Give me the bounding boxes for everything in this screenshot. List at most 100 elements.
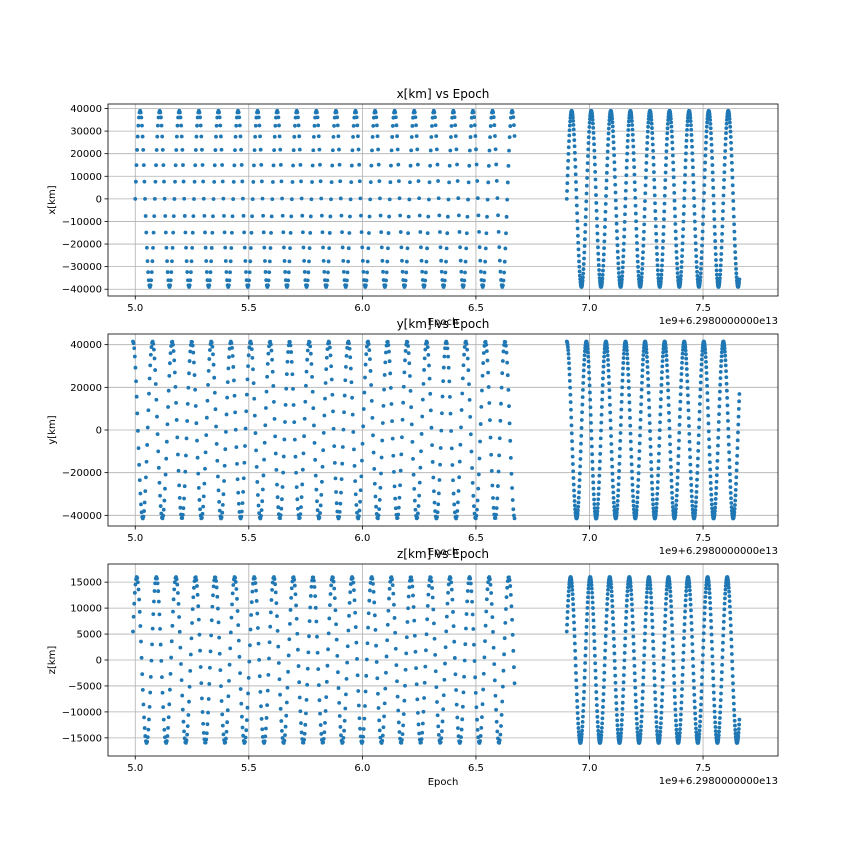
data-point <box>678 280 683 285</box>
data-point <box>658 733 662 738</box>
data-point <box>596 497 601 502</box>
data-point <box>396 512 401 517</box>
data-point <box>385 638 390 643</box>
data-point <box>474 705 479 710</box>
data-point <box>621 248 626 253</box>
data-point <box>155 134 160 139</box>
data-point <box>177 615 182 619</box>
data-point <box>497 436 502 441</box>
data-point <box>688 602 693 607</box>
data-point <box>667 579 672 584</box>
data-point <box>683 609 687 614</box>
data-points <box>131 575 742 745</box>
data-point <box>586 147 591 152</box>
data-point <box>579 441 583 446</box>
data-point <box>728 604 732 609</box>
plot-frame <box>107 103 779 297</box>
data-point <box>728 129 733 134</box>
data-point <box>649 595 654 600</box>
data-point <box>200 163 205 167</box>
data-point <box>313 473 318 478</box>
data-point <box>483 339 488 344</box>
data-point <box>474 513 479 518</box>
data-point <box>704 377 709 382</box>
data-point <box>640 368 645 373</box>
data-point <box>592 646 597 651</box>
data-point <box>690 158 695 163</box>
data-point <box>191 350 196 355</box>
data-point <box>339 213 344 218</box>
data-point <box>502 270 507 275</box>
data-point <box>688 592 693 597</box>
data-point <box>486 370 490 375</box>
data-point <box>430 586 434 590</box>
data-point <box>249 613 254 617</box>
data-point <box>565 604 570 608</box>
data-point <box>132 346 137 351</box>
data-point <box>282 437 287 442</box>
data-point <box>368 180 373 185</box>
data-point <box>656 276 661 281</box>
data-point <box>583 653 588 658</box>
data-point <box>624 181 628 185</box>
data-point <box>499 385 504 390</box>
data-point <box>321 245 325 250</box>
data-point <box>728 120 732 125</box>
data-point <box>718 272 723 277</box>
data-point <box>176 468 181 473</box>
data-point <box>223 447 228 452</box>
data-point <box>374 643 378 648</box>
data-point <box>690 634 694 639</box>
data-point <box>236 623 241 628</box>
data-point <box>508 455 513 460</box>
data-point <box>682 188 687 193</box>
data-point <box>358 499 362 504</box>
data-point <box>512 665 516 670</box>
y-tick-label: 5000 <box>77 630 102 641</box>
data-point <box>596 492 601 496</box>
data-point <box>680 241 685 246</box>
data-point <box>144 230 149 235</box>
data-point <box>190 343 195 348</box>
x-tick-label: 5.0 <box>127 533 143 544</box>
data-point <box>596 257 601 262</box>
data-point <box>689 476 693 481</box>
data-point <box>468 581 473 586</box>
data-point <box>633 188 637 192</box>
data-point <box>284 386 289 391</box>
data-point <box>189 270 193 275</box>
data-point <box>717 721 722 725</box>
data-point <box>293 454 298 459</box>
data-point <box>512 516 517 521</box>
data-point <box>409 148 414 153</box>
data-point <box>716 736 721 740</box>
data-point <box>333 476 338 481</box>
data-point <box>679 706 684 711</box>
data-point <box>708 121 713 126</box>
data-point <box>140 672 145 677</box>
data-point <box>184 453 188 458</box>
data-point <box>693 511 698 516</box>
data-point <box>381 269 385 274</box>
data-point <box>588 405 593 410</box>
data-point <box>656 459 661 464</box>
data-point <box>475 196 480 201</box>
data-point <box>404 635 409 640</box>
data-point <box>613 673 618 678</box>
data-point <box>652 185 657 190</box>
data-point <box>465 589 470 593</box>
data-point <box>476 472 481 477</box>
data-point <box>168 278 173 283</box>
data-point <box>368 588 372 593</box>
data-point <box>614 214 619 218</box>
data-point <box>703 153 708 158</box>
y-tick-label: −40000 <box>62 285 102 296</box>
data-point <box>705 120 709 125</box>
data-point <box>373 494 378 499</box>
data-point <box>296 647 300 652</box>
data-point <box>582 675 587 680</box>
data-point <box>585 347 590 351</box>
data-point <box>673 707 678 712</box>
data-point <box>584 639 588 643</box>
data-point <box>680 248 685 252</box>
